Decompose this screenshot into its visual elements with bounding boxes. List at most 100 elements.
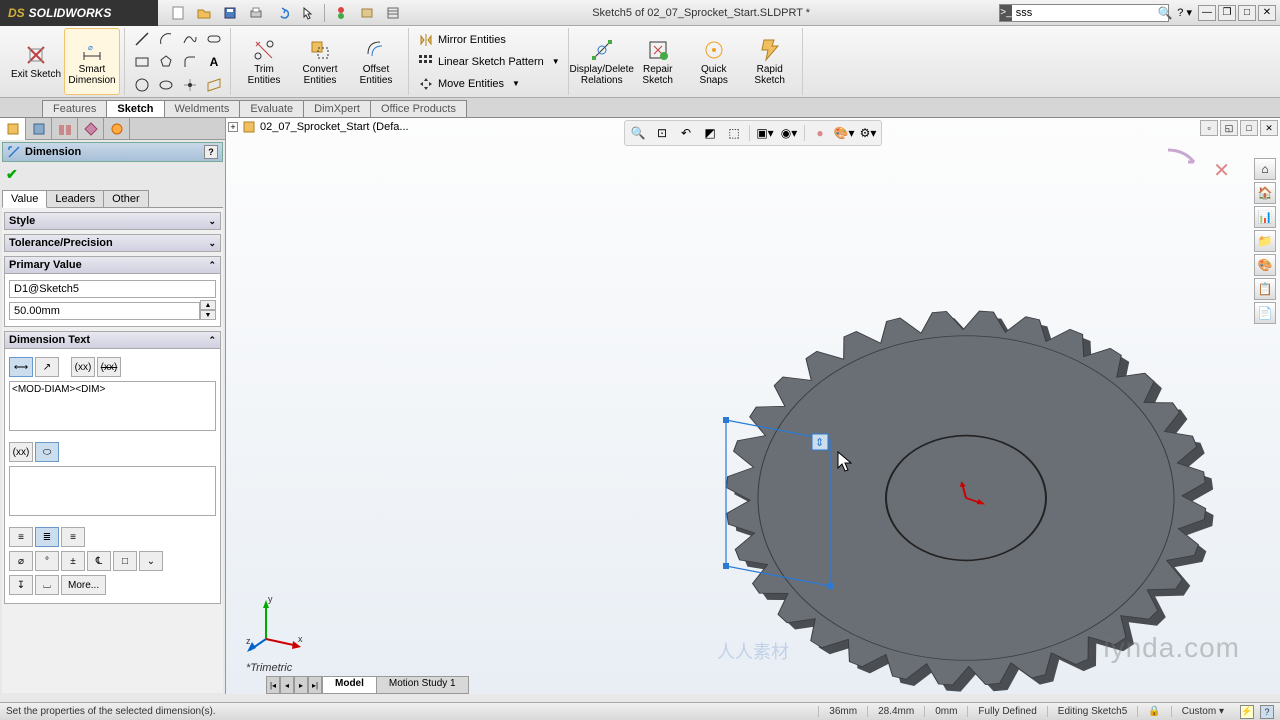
bottom-tab-motion-study-1[interactable]: Motion Study 1 xyxy=(376,676,469,694)
hide-show-button[interactable]: ◉▾ xyxy=(778,123,800,143)
paren2-button[interactable]: (xx) xyxy=(97,357,121,377)
sym-more[interactable]: ⌄ xyxy=(139,551,163,571)
paren1-button[interactable]: (xx) xyxy=(71,357,95,377)
mdi-close[interactable]: ✕ xyxy=(1260,120,1278,136)
add-paren-button[interactable]: (xx) xyxy=(9,442,33,462)
tp-design-library[interactable]: 🏠 xyxy=(1254,182,1276,204)
status-help-icon[interactable]: ? xyxy=(1260,705,1274,719)
select-button[interactable] xyxy=(298,3,318,23)
offset-text-button[interactable]: ↗ xyxy=(35,357,59,377)
graphics-viewport[interactable]: + 02_07_Sprocket_Start (Defa... 🔍 ⊡ ↶ ◩ … xyxy=(226,118,1280,694)
arc-tool[interactable] xyxy=(154,28,178,49)
ok-button[interactable]: ✔ xyxy=(6,166,18,183)
inspect-button[interactable]: ⬭ xyxy=(35,442,59,462)
rapid-sketch-button[interactable]: Rapid Sketch xyxy=(742,28,798,95)
sym-plusminus[interactable]: ± xyxy=(61,551,85,571)
tab-weldments[interactable]: Weldments xyxy=(164,100,241,117)
view-settings-button[interactable]: ⚙▾ xyxy=(857,123,879,143)
prev-view-button[interactable]: ↶ xyxy=(675,123,697,143)
display-delete-relations-button[interactable]: Display/Delete Relations xyxy=(574,28,630,95)
open-button[interactable] xyxy=(194,3,214,23)
more-button[interactable]: More... xyxy=(61,575,106,595)
value-spin-up[interactable]: ▲ xyxy=(200,300,216,310)
circle-tool[interactable] xyxy=(130,74,154,95)
tree-expand-icon[interactable]: + xyxy=(228,122,238,132)
view-orient-button[interactable]: ⬚ xyxy=(723,123,745,143)
tp-resources[interactable]: ⌂ xyxy=(1254,158,1276,180)
property-manager-tab[interactable] xyxy=(26,118,52,140)
section-view-button[interactable]: ◩ xyxy=(699,123,721,143)
help-dropdown[interactable]: ? ▾ xyxy=(1177,6,1192,19)
flyout-tree[interactable]: + 02_07_Sprocket_Start (Defa... xyxy=(228,120,409,134)
close-button[interactable]: ✕ xyxy=(1258,5,1276,21)
config-manager-tab[interactable] xyxy=(52,118,78,140)
repair-sketch-button[interactable]: Repair Sketch xyxy=(630,28,686,95)
tab-evaluate[interactable]: Evaluate xyxy=(239,100,304,117)
mdi-restore[interactable]: ◱ xyxy=(1220,120,1238,136)
primary-header[interactable]: Primary Value⌃ xyxy=(4,256,221,274)
smart-dimension-button[interactable]: ⌀ Smart Dimension xyxy=(64,28,120,95)
dimtext-input-2[interactable] xyxy=(9,466,216,516)
rebuild-button[interactable] xyxy=(331,3,351,23)
value-spin-down[interactable]: ▼ xyxy=(200,310,216,320)
tp-file-explorer[interactable]: 📊 xyxy=(1254,206,1276,228)
new-button[interactable] xyxy=(168,3,188,23)
tab-features[interactable]: Features xyxy=(42,100,107,117)
tab-office-products[interactable]: Office Products xyxy=(370,100,467,117)
tab-nav-first[interactable]: |◂ xyxy=(266,676,280,694)
restore-button[interactable]: ❐ xyxy=(1218,5,1236,21)
panel-help-button[interactable]: ? xyxy=(204,145,218,159)
dimxpert-manager-tab[interactable] xyxy=(78,118,104,140)
spline-tool[interactable] xyxy=(178,28,202,49)
zoom-fit-button[interactable]: 🔍 xyxy=(627,123,649,143)
orientation-triad[interactable]: y x z xyxy=(246,594,306,654)
tp-custom-props[interactable]: 📋 xyxy=(1254,278,1276,300)
move-entities-button[interactable]: Move Entities ▼ xyxy=(414,73,564,95)
dimension-value-input[interactable] xyxy=(9,302,200,320)
status-rebuild-icon[interactable]: ⚡ xyxy=(1240,705,1254,719)
dimtext-input[interactable] xyxy=(9,381,216,431)
confirm-corner-cancel[interactable]: ✕ xyxy=(1213,158,1230,183)
slot-tool[interactable] xyxy=(202,28,226,49)
apply-scene-button[interactable]: 🎨▾ xyxy=(833,123,855,143)
tab-sketch[interactable]: Sketch xyxy=(106,100,164,117)
sym-centerline[interactable]: ℄ xyxy=(87,551,111,571)
tab-nav-prev[interactable]: ◂ xyxy=(280,676,294,694)
line-tool[interactable] xyxy=(130,28,154,49)
dimtext-header[interactable]: Dimension Text⌃ xyxy=(4,331,221,349)
justify-left-button[interactable]: ≡ xyxy=(9,527,33,547)
convert-entities-button[interactable]: Convert Entities xyxy=(292,28,348,95)
fillet-tool[interactable] xyxy=(178,51,202,72)
options-button[interactable] xyxy=(357,3,377,23)
status-unit-icon[interactable]: 🔒 xyxy=(1137,706,1170,717)
offset-entities-button[interactable]: Offset Entities xyxy=(348,28,404,95)
point-tool[interactable] xyxy=(178,74,202,95)
justify-center-button[interactable]: ≣ xyxy=(35,527,59,547)
polygon-tool[interactable] xyxy=(154,51,178,72)
tab-nav-next[interactable]: ▸ xyxy=(294,676,308,694)
settings-button[interactable] xyxy=(383,3,403,23)
tab-dimxpert[interactable]: DimXpert xyxy=(303,100,371,117)
trim-entities-button[interactable]: Trim Entities xyxy=(236,28,292,95)
tp-forum[interactable]: 📄 xyxy=(1254,302,1276,324)
undo-button[interactable] xyxy=(272,3,292,23)
sym-square[interactable]: □ xyxy=(113,551,137,571)
feature-manager-tab[interactable] xyxy=(0,118,26,140)
dimension-name-input[interactable] xyxy=(9,280,216,298)
tp-view-palette[interactable]: 📁 xyxy=(1254,230,1276,252)
tp-appearances[interactable]: 🎨 xyxy=(1254,254,1276,276)
center-text-button[interactable]: ⟷ xyxy=(9,357,33,377)
confirm-corner-arrow[interactable] xyxy=(1166,148,1200,178)
rectangle-tool[interactable] xyxy=(130,51,154,72)
status-custom[interactable]: Custom ▾ xyxy=(1171,706,1234,717)
ellipse-tool[interactable] xyxy=(154,74,178,95)
mdi-max[interactable]: □ xyxy=(1240,120,1258,136)
search-input[interactable] xyxy=(1016,7,1158,19)
search-box[interactable]: >_ 🔍 xyxy=(999,4,1169,22)
style-header[interactable]: Style⌄ xyxy=(4,212,221,230)
subtab-leaders[interactable]: Leaders xyxy=(46,190,104,208)
mirror-entities-button[interactable]: Mirror Entities xyxy=(414,29,564,51)
mdi-min[interactable]: ▫ xyxy=(1200,120,1218,136)
display-manager-tab[interactable] xyxy=(104,118,130,140)
plane-tool[interactable] xyxy=(202,74,226,95)
